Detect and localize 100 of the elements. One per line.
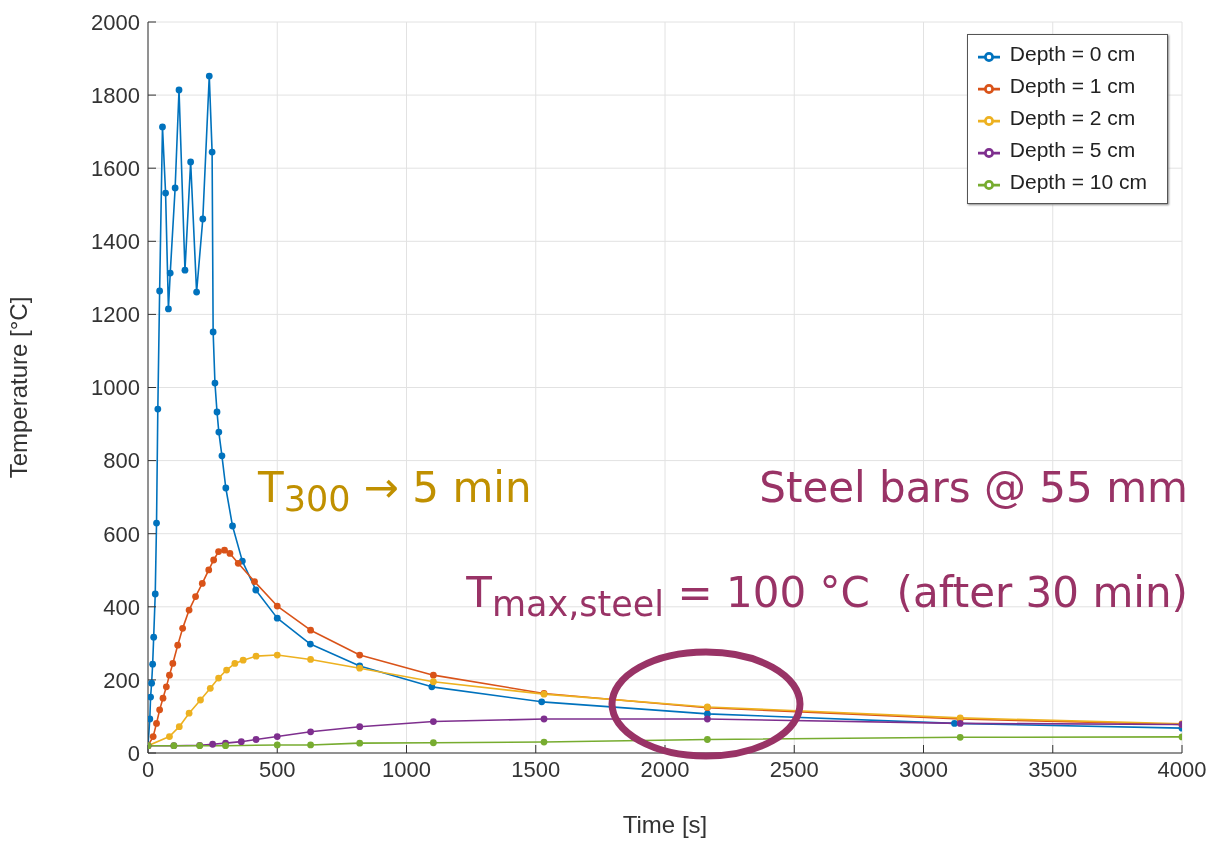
- point: [166, 671, 173, 679]
- annotation: T$_{300}$ → 5 min: [258, 462, 532, 522]
- point: [307, 626, 314, 634]
- legend-label: Depth = 0 cm: [1009, 42, 1136, 65]
- point: [540, 738, 548, 746]
- point: [198, 580, 206, 587]
- point: [252, 652, 260, 660]
- point: [156, 287, 164, 295]
- point: [306, 640, 314, 648]
- point: [356, 723, 364, 731]
- legend-label: Depth = 10 cm: [1009, 170, 1147, 193]
- legend-label: Depth = 2 cm: [1009, 106, 1136, 129]
- point: [252, 586, 260, 594]
- point: [159, 123, 166, 131]
- annotation: Steel bars @ 55 mm: [759, 462, 1188, 514]
- point: [429, 718, 437, 725]
- point: [223, 666, 230, 674]
- point: [166, 269, 174, 277]
- point: [153, 719, 160, 727]
- point: [215, 674, 222, 682]
- point: [213, 408, 221, 416]
- point: [165, 305, 172, 313]
- point: [148, 679, 156, 687]
- point: [273, 733, 281, 740]
- point: [205, 72, 213, 80]
- point: [356, 739, 364, 747]
- point: [307, 656, 314, 663]
- y-tick-label: 0: [127, 740, 140, 766]
- point: [226, 550, 234, 557]
- y-tick-label: 1000: [91, 375, 140, 401]
- x-tick-label: 2000: [640, 756, 690, 782]
- y-tick-label: 800: [103, 448, 140, 474]
- point: [218, 452, 226, 460]
- point: [215, 548, 222, 556]
- point: [206, 684, 214, 692]
- x-tick-label: 1500: [511, 756, 561, 782]
- point: [538, 698, 546, 706]
- x-tick-label: 3000: [899, 756, 948, 782]
- y-axis-title: Temperature [°C]: [4, 296, 32, 479]
- point: [209, 740, 217, 748]
- x-tick-label: 1000: [382, 756, 431, 782]
- point: [209, 328, 217, 336]
- point: [181, 266, 189, 274]
- y-tick-label: 200: [103, 667, 140, 693]
- point: [307, 741, 314, 749]
- point: [429, 739, 437, 747]
- point: [162, 189, 169, 197]
- point: [175, 86, 183, 94]
- point: [273, 614, 281, 622]
- point: [197, 696, 204, 704]
- point: [149, 660, 157, 668]
- point: [166, 733, 173, 740]
- point: [540, 715, 548, 723]
- y-tick-label: 1600: [91, 156, 140, 182]
- point: [273, 602, 281, 610]
- point: [273, 651, 281, 659]
- x-tick-label: 4000: [1157, 756, 1207, 782]
- point: [175, 723, 183, 731]
- point: [956, 733, 964, 741]
- y-tick-label: 2000: [91, 9, 140, 35]
- point: [193, 288, 200, 296]
- point: [222, 484, 230, 492]
- point: [221, 546, 228, 554]
- y-tick-label: 400: [103, 594, 140, 620]
- point: [211, 379, 219, 387]
- point: [251, 578, 258, 585]
- point: [429, 671, 437, 679]
- y-tick-label: 1800: [91, 82, 140, 108]
- point: [703, 715, 711, 723]
- point: [234, 559, 242, 567]
- point: [703, 736, 711, 743]
- point: [187, 158, 195, 166]
- point: [208, 148, 216, 156]
- annotation: T$_{max,steel}$ = 100 °C (after 30 min): [466, 567, 1188, 627]
- point: [215, 428, 223, 436]
- point: [356, 651, 364, 659]
- point: [205, 566, 213, 574]
- x-tick-label: 2500: [769, 756, 819, 782]
- point: [273, 741, 281, 749]
- point: [153, 519, 160, 527]
- point: [156, 706, 164, 714]
- point: [169, 660, 177, 667]
- point: [171, 184, 179, 192]
- point: [429, 678, 437, 686]
- point: [174, 641, 182, 649]
- point: [148, 693, 154, 701]
- point: [307, 728, 314, 736]
- x-tick-label: 500: [258, 756, 296, 782]
- legend-label: Depth = 1 cm: [1009, 74, 1136, 97]
- point: [192, 593, 199, 600]
- point: [229, 522, 236, 530]
- y-tick-label: 1400: [91, 229, 140, 255]
- point: [951, 719, 958, 727]
- point: [151, 590, 159, 598]
- point: [148, 715, 154, 723]
- point: [185, 709, 193, 717]
- point: [149, 733, 157, 740]
- point: [231, 660, 239, 667]
- x-tick-label: 3500: [1028, 756, 1078, 782]
- point: [252, 736, 260, 743]
